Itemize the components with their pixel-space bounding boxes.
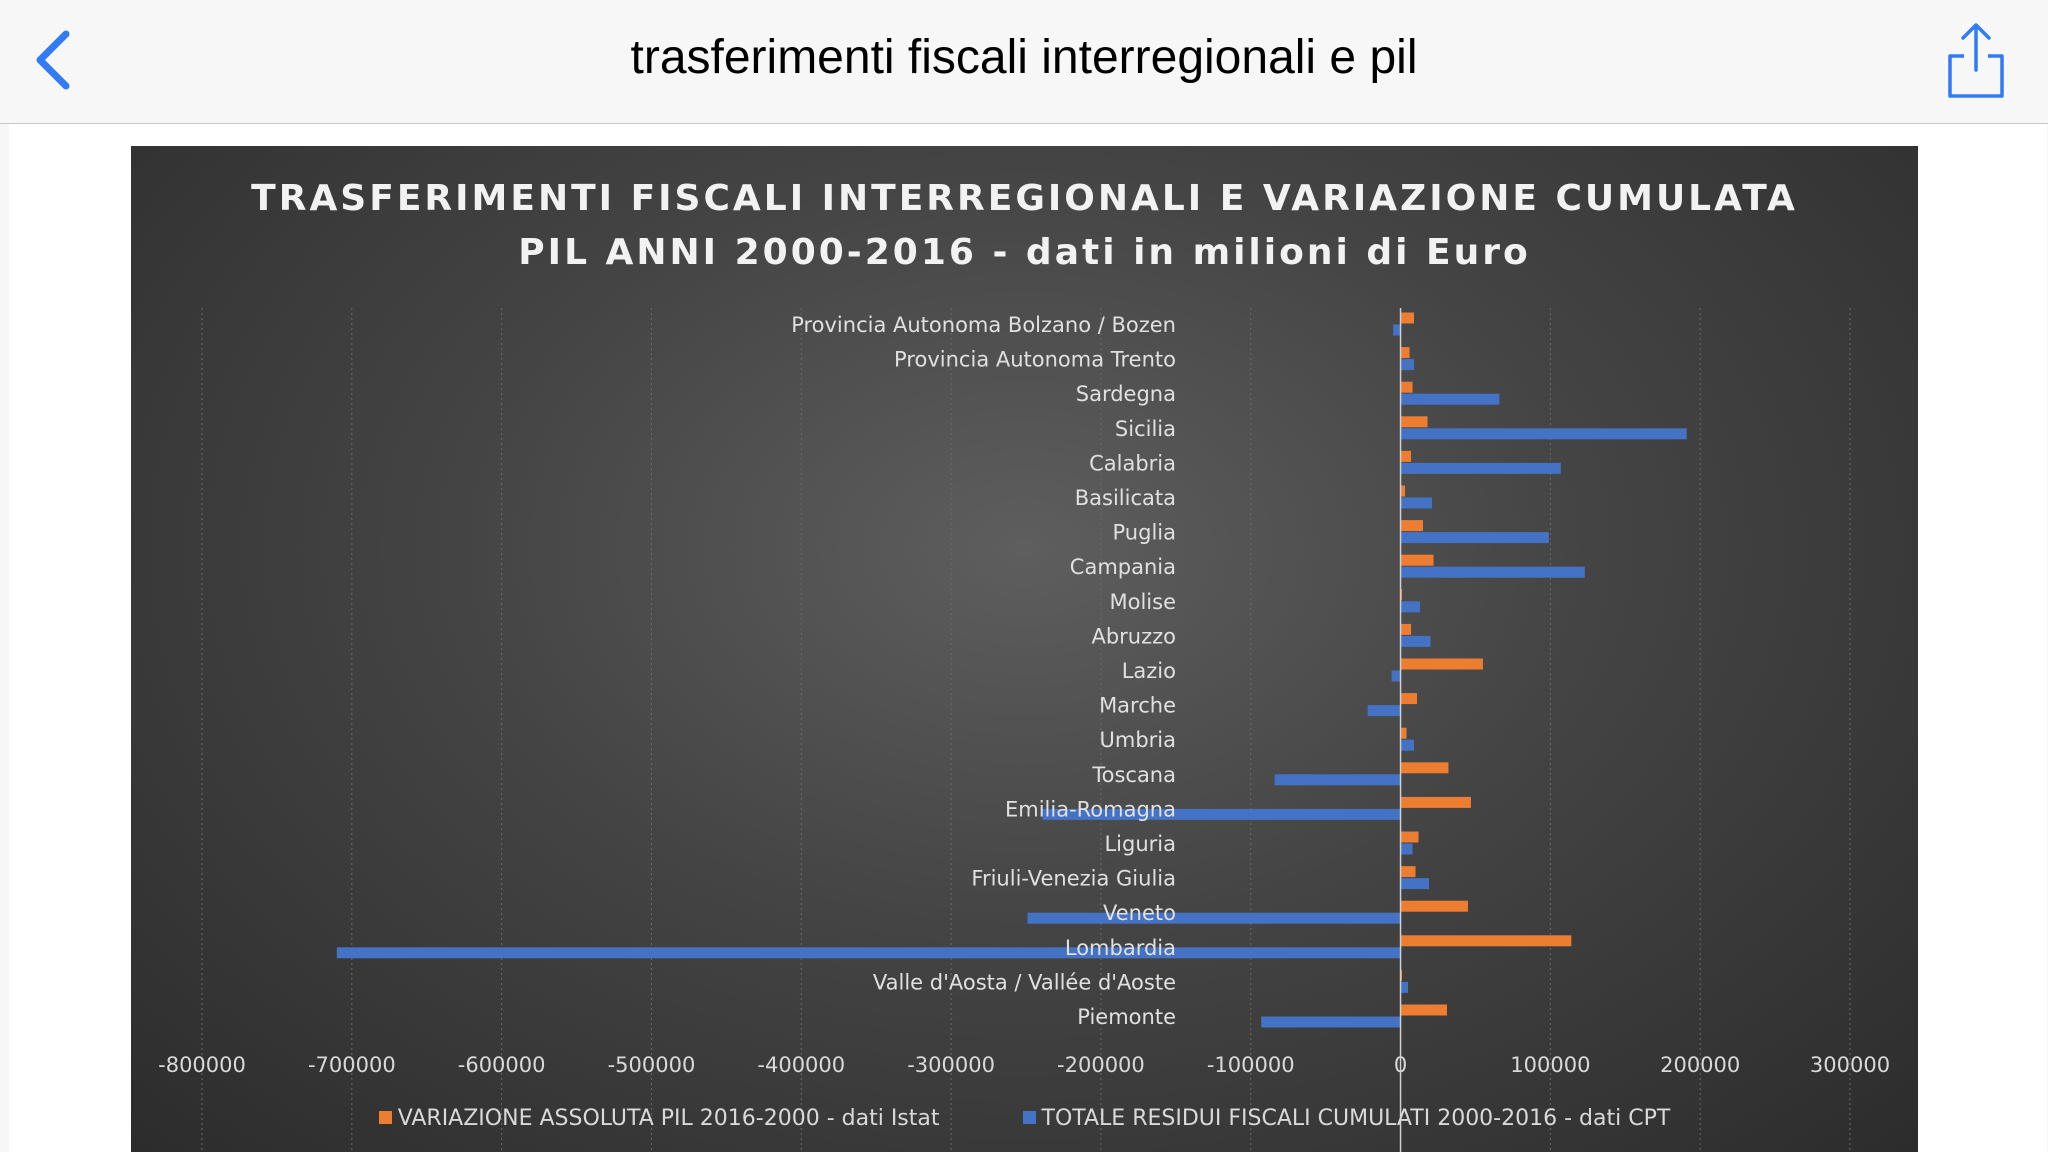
- x-tick-label: 100000: [1510, 1053, 1590, 1077]
- category-label: Puglia: [1113, 521, 1176, 545]
- back-button[interactable]: [28, 28, 80, 92]
- chart-title-line2: PIL ANNI 2000-2016 - dati in milioni di …: [518, 232, 1531, 273]
- category-label: Toscana: [1091, 763, 1176, 787]
- category-label: Abruzzo: [1091, 624, 1176, 648]
- x-tick-label: -600000: [458, 1053, 546, 1077]
- bar-residui: [1400, 601, 1421, 613]
- bar-pil: [1400, 623, 1412, 635]
- category-label: Molise: [1110, 590, 1177, 614]
- category-label: Sardegna: [1076, 382, 1176, 406]
- bar-residui: [1400, 532, 1549, 544]
- bar-residui: [1400, 981, 1409, 993]
- bar-pil: [1400, 693, 1418, 705]
- legend-label-residui: TOTALE RESIDUI FISCALI CUMULATI 2000-201…: [1041, 1106, 1671, 1131]
- bar-residui: [1393, 324, 1401, 336]
- navigation-bar: trasferimenti fiscali interregionali e p…: [0, 0, 2048, 124]
- x-tick-label: -300000: [907, 1053, 995, 1077]
- bar-pil: [1400, 1004, 1447, 1016]
- category-label: Provincia Autonoma Trento: [894, 348, 1176, 372]
- share-icon: [1948, 23, 2004, 98]
- category-label: Umbria: [1100, 728, 1177, 752]
- bar-pil: [1400, 312, 1415, 324]
- bar-pil: [1400, 485, 1406, 497]
- bar-residui: [1400, 635, 1431, 647]
- legend-item-residui: TOTALE RESIDUI FISCALI CUMULATI 2000-201…: [1022, 1106, 1671, 1131]
- bar-pil: [1400, 900, 1468, 912]
- page-title: trasferimenti fiscali interregionali e p…: [630, 31, 1418, 84]
- x-tick-label: -700000: [308, 1053, 396, 1077]
- bar-pil: [1400, 762, 1449, 774]
- bar-residui: [1391, 670, 1401, 682]
- bar-residui: [1400, 359, 1415, 371]
- bar-pil: [1400, 727, 1407, 739]
- bar-pil: [1400, 554, 1434, 566]
- category-label: Provincia Autonoma Bolzano / Bozen: [791, 313, 1176, 337]
- category-label: Piemonte: [1077, 1005, 1176, 1029]
- bar-residui: [1400, 739, 1415, 751]
- x-tick-label: -500000: [608, 1053, 696, 1077]
- bar-residui: [1367, 705, 1401, 717]
- bar-pil: [1400, 347, 1410, 359]
- bar-residui: [1400, 566, 1585, 578]
- category-label: Sicilia: [1115, 417, 1176, 441]
- bar-pil: [1400, 416, 1428, 428]
- bar-pil: [1400, 381, 1413, 393]
- bar-residui: [1400, 462, 1561, 474]
- bar-residui: [1274, 774, 1401, 786]
- chart-legend: VARIAZIONE ASSOLUTA PIL 2016-2000 - dati…: [131, 1106, 1918, 1131]
- category-label: Basilicata: [1075, 486, 1176, 510]
- x-tick-label: -800000: [158, 1053, 246, 1077]
- bar-residui: [1042, 808, 1401, 820]
- category-label: Valle d'Aosta / Vallée d'Aoste: [873, 970, 1176, 994]
- category-label: Friuli-Venezia Giulia: [971, 867, 1176, 891]
- x-tick-label: -200000: [1057, 1053, 1145, 1077]
- bar-pil: [1400, 796, 1471, 808]
- bar-residui: [1027, 912, 1401, 924]
- category-label: Veneto: [1103, 901, 1176, 925]
- bar-pil: [1400, 450, 1412, 462]
- category-label: Campania: [1070, 555, 1176, 579]
- bar-residui: [1261, 1016, 1401, 1028]
- x-tick-label: 300000: [1810, 1053, 1890, 1077]
- legend-swatch-pil: [378, 1111, 392, 1124]
- category-label: Lazio: [1122, 659, 1176, 683]
- bar-pil: [1400, 831, 1419, 843]
- bar-pil: [1400, 520, 1424, 532]
- legend-item-pil: VARIAZIONE ASSOLUTA PIL 2016-2000 - dati…: [378, 1106, 940, 1131]
- chart: TRASFERIMENTI FISCALI INTERREGIONALI E V…: [131, 146, 1918, 1152]
- category-label: Marche: [1099, 694, 1176, 718]
- chart-title-line1: TRASFERIMENTI FISCALI INTERREGIONALI E V…: [251, 178, 1798, 219]
- bar-residui: [1400, 843, 1413, 855]
- legend-swatch-residui: [1022, 1111, 1036, 1124]
- x-tick-label: -400000: [757, 1053, 845, 1077]
- bar-residui: [1400, 428, 1687, 440]
- chart-plot: -800000 -700000 -600000 -500000 -400000 -3000…: [158, 308, 1890, 1152]
- bar-residui: [336, 947, 1401, 959]
- x-tick-label: 200000: [1660, 1053, 1740, 1077]
- category-label: Lombardia: [1065, 936, 1176, 960]
- bar-residui: [1400, 393, 1500, 405]
- bar-pil: [1400, 866, 1416, 878]
- legend-label-pil: VARIAZIONE ASSOLUTA PIL 2016-2000 - dati…: [397, 1106, 940, 1131]
- bar-pil: [1400, 935, 1572, 947]
- x-tick-label: -100000: [1207, 1053, 1295, 1077]
- bar-residui: [1400, 878, 1430, 890]
- chart-title: TRASFERIMENTI FISCALI INTERREGIONALI E V…: [131, 172, 1918, 280]
- bar-residui: [1400, 497, 1433, 509]
- bar-pil: [1400, 658, 1483, 670]
- category-label: Emilia-Romagna: [1005, 797, 1176, 821]
- category-label: Calabria: [1089, 451, 1176, 475]
- category-label: Liguria: [1104, 832, 1176, 856]
- share-button[interactable]: [1944, 20, 2008, 100]
- chevron-left-icon: [36, 30, 70, 90]
